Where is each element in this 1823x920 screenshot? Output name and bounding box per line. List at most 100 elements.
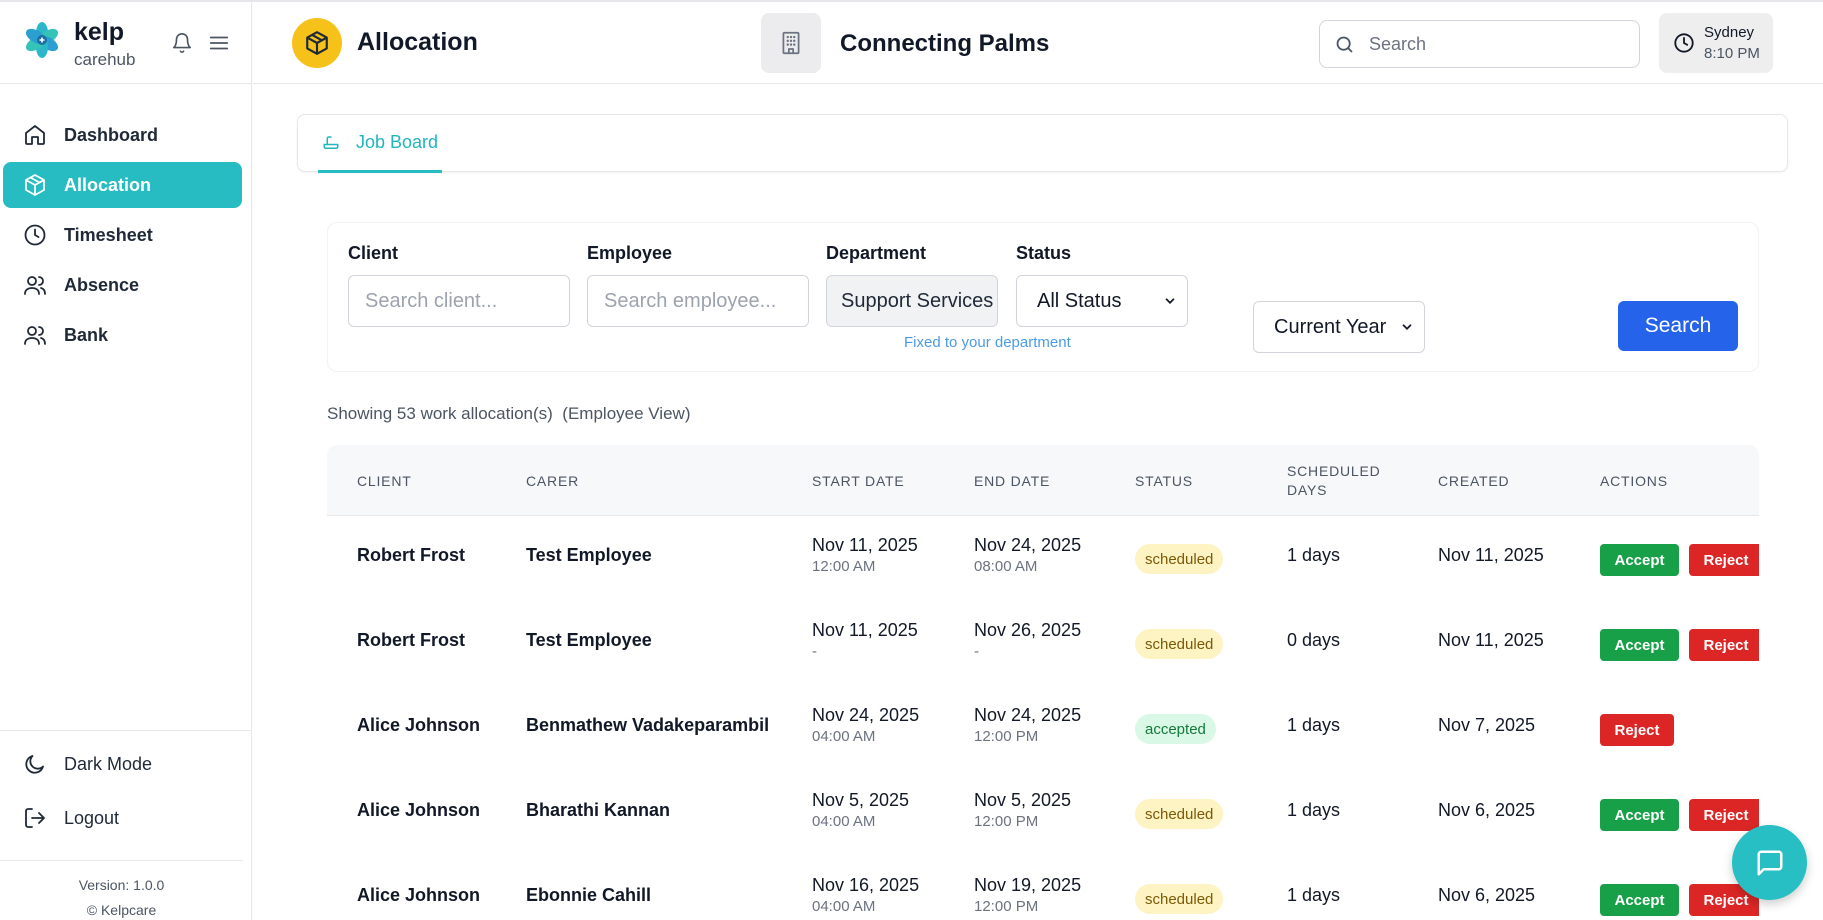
cell-end-time: 12:00 PM: [974, 813, 1039, 830]
kelp-logo-icon: [25, 22, 59, 58]
sidebar-item-dashboard[interactable]: Dashboard: [3, 112, 242, 158]
clock-city: Sydney: [1704, 24, 1755, 41]
dark-mode-toggle[interactable]: Dark Mode: [0, 737, 252, 791]
department-label: Department: [826, 243, 927, 263]
sidebar-item-label: Absence: [64, 274, 140, 295]
sidebar-item-timesheet[interactable]: Timesheet: [3, 212, 242, 258]
organization-icon: [761, 13, 821, 73]
cell-days: 1 days: [1287, 885, 1341, 905]
accept-button[interactable]: Accept: [1600, 629, 1679, 661]
reject-button[interactable]: Reject: [1689, 799, 1759, 831]
cell-days: 0 days: [1287, 630, 1341, 650]
employee-search-field[interactable]: Search employee...: [587, 275, 809, 327]
cell-end-time: -: [974, 643, 979, 660]
cell-start-date: Nov 11, 2025: [812, 620, 918, 640]
table-header: CLIENT CARER START DATE END DATE STATUS …: [327, 445, 1759, 516]
cell-start-time: -: [812, 643, 817, 660]
users-icon: [24, 276, 46, 295]
column-header-created: CREATED: [1438, 473, 1510, 489]
sidebar-item-absence[interactable]: Absence: [3, 262, 242, 308]
briefcase-icon: [323, 135, 339, 149]
column-header-end-date: END DATE: [974, 473, 1051, 489]
tab-label: Job Board: [356, 132, 439, 152]
cell-carer: Bharathi Kannan: [526, 800, 671, 820]
accept-button[interactable]: Accept: [1600, 544, 1679, 576]
tab-job-board[interactable]: Job Board: [318, 115, 443, 173]
brand-name: kelp: [74, 18, 125, 46]
period-select[interactable]: Current Year: [1253, 301, 1425, 353]
status-select-value: All Status: [1037, 289, 1122, 312]
results-view: (Employee View): [562, 404, 691, 423]
results-summary: Showing 53 work allocation(s) (Employee …: [327, 404, 690, 424]
table-row: Alice Johnson Ebonnie Cahill Nov 16, 202…: [327, 857, 1759, 920]
sidebar: kelp carehub Dashboard Allocation Timesh…: [0, 2, 252, 920]
logout-label: Logout: [64, 807, 120, 828]
page-title: Allocation: [357, 28, 478, 56]
cell-client: Alice Johnson: [357, 885, 481, 905]
cell-days: 1 days: [1287, 800, 1341, 820]
cell-created: Nov 11, 2025: [1438, 630, 1544, 650]
status-select[interactable]: All Status: [1016, 275, 1188, 327]
cell-end-date: Nov 5, 2025: [974, 790, 1072, 810]
cell-created: Nov 6, 2025: [1438, 885, 1536, 905]
logout-button[interactable]: Logout: [0, 791, 252, 845]
accept-button[interactable]: Accept: [1600, 799, 1679, 831]
search-button[interactable]: Search: [1618, 301, 1738, 351]
cell-carer: Benmathew Vadakeparambil: [526, 715, 770, 735]
cell-carer: Test Employee: [526, 545, 652, 565]
search-input[interactable]: [1369, 33, 1609, 55]
sidebar-item-allocation[interactable]: Allocation: [3, 162, 242, 208]
cell-carer: Test Employee: [526, 630, 652, 650]
accept-button[interactable]: Accept: [1600, 884, 1679, 916]
column-header-carer: CARER: [526, 473, 580, 489]
brand-subtitle: carehub: [74, 50, 136, 69]
sidebar-item-label: Dashboard: [64, 124, 159, 145]
global-search[interactable]: [1319, 20, 1640, 68]
status-badge: scheduled: [1135, 884, 1224, 914]
column-header-days: DAYS: [1287, 482, 1328, 498]
cell-end-date: Nov 26, 2025: [974, 620, 1082, 640]
sidebar-item-label: Bank: [64, 324, 109, 345]
table-row: Alice Johnson Bharathi Kannan Nov 5, 202…: [327, 772, 1759, 857]
cell-days: 1 days: [1287, 545, 1341, 565]
cell-created: Nov 11, 2025: [1438, 545, 1544, 565]
chevron-down-icon: [1402, 324, 1412, 330]
clock-icon: [1674, 33, 1694, 53]
tab-bar: Job Board: [297, 114, 1788, 173]
cell-created: Nov 6, 2025: [1438, 800, 1536, 820]
version-info: Version: 1.0.0 © Kelpcare: [0, 860, 243, 920]
client-search-field[interactable]: Search client...: [348, 275, 570, 327]
building-icon: [782, 31, 800, 55]
reject-button[interactable]: Reject: [1600, 714, 1674, 746]
table-row: Alice Johnson Benmathew Vadakeparambil N…: [327, 687, 1759, 772]
bell-icon[interactable]: [171, 32, 193, 54]
copyright-text: © Kelpcare: [86, 902, 157, 918]
chevron-down-icon: [1165, 298, 1175, 304]
status-badge: scheduled: [1135, 799, 1224, 829]
moon-icon: [25, 755, 44, 774]
sidebar-footer: Dark Mode Logout: [0, 730, 252, 845]
chat-button[interactable]: [1732, 825, 1807, 900]
clock-time: 8:10 PM: [1704, 45, 1760, 62]
chat-bubble-icon: [1757, 850, 1782, 875]
reject-button[interactable]: Reject: [1689, 544, 1759, 576]
cell-start-date: Nov 11, 2025: [812, 535, 918, 555]
client-label: Client: [348, 243, 399, 263]
cell-client: Alice Johnson: [357, 715, 481, 735]
department-hint: Fixed to your department: [904, 334, 1071, 351]
package-icon: [25, 174, 45, 196]
status-badge: scheduled: [1135, 544, 1224, 574]
timezone-clock[interactable]: Sydney 8:10 PM: [1659, 13, 1773, 73]
cell-start-time: 04:00 AM: [812, 728, 876, 745]
reject-button[interactable]: Reject: [1689, 629, 1759, 661]
sidebar-item-label: Allocation: [64, 174, 152, 195]
organization-name: Connecting Palms: [840, 30, 1050, 57]
employee-label: Employee: [587, 243, 673, 263]
sidebar-item-bank[interactable]: Bank: [3, 312, 242, 358]
column-header-status: STATUS: [1135, 473, 1193, 489]
filter-panel: Client Search client... Employee Search …: [327, 222, 1759, 372]
hamburger-menu-icon[interactable]: [207, 32, 231, 54]
cell-end-date: Nov 24, 2025: [974, 535, 1082, 555]
cell-start-date: Nov 24, 2025: [812, 705, 920, 725]
